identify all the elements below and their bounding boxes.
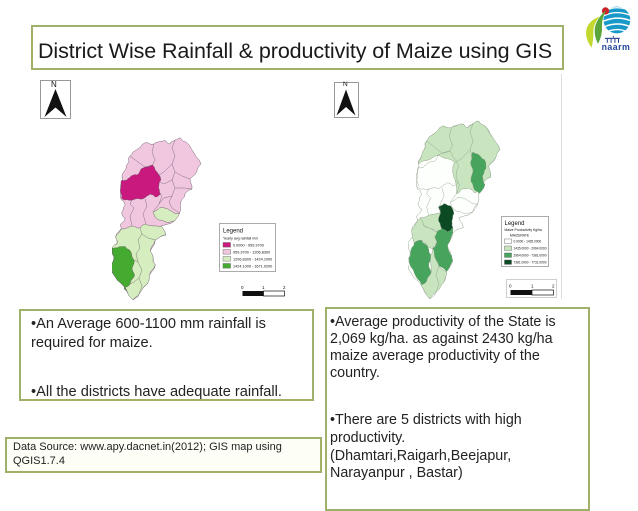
svg-text:Legend: Legend — [223, 229, 243, 235]
svg-text:0.0000 - 1435.0000: 0.0000 - 1435.0000 — [514, 240, 542, 244]
svg-text:1: 1 — [262, 285, 265, 290]
svg-text:Legend: Legend — [505, 221, 525, 227]
svg-text:2: 2 — [283, 285, 286, 290]
svg-text:0: 0 — [241, 285, 244, 290]
svg-text:1206.8300 - 1424.1000: 1206.8300 - 1424.1000 — [233, 257, 272, 261]
svg-text:1435.0000 - 2964.0000: 1435.0000 - 2964.0000 — [514, 247, 547, 251]
svg-text:0.0000 - 959.3700: 0.0000 - 959.3700 — [233, 243, 264, 247]
svg-text:1: 1 — [531, 284, 534, 289]
svg-text:7381.0000 - 7731.0000: 7381.0000 - 7731.0000 — [514, 261, 547, 265]
svg-text:2: 2 — [552, 284, 555, 289]
svg-text:Maize Productivity Kg/ha: Maize Productivity Kg/ha — [505, 228, 542, 232]
svg-text:2964.0000 - 7381.0000: 2964.0000 - 7381.0000 — [514, 254, 547, 258]
svg-text:1424.1000 - 1671.0200: 1424.1000 - 1671.0200 — [233, 264, 272, 268]
svg-text:959.3700 - 1206.8300: 959.3700 - 1206.8300 — [233, 250, 270, 254]
svg-text:MAIZERATE: MAIZERATE — [510, 234, 530, 238]
svg-text:0: 0 — [509, 284, 512, 289]
svg-text:naarm: naarm — [602, 42, 631, 52]
svg-text:Yearly avg rainfall mm: Yearly avg rainfall mm — [223, 237, 258, 241]
